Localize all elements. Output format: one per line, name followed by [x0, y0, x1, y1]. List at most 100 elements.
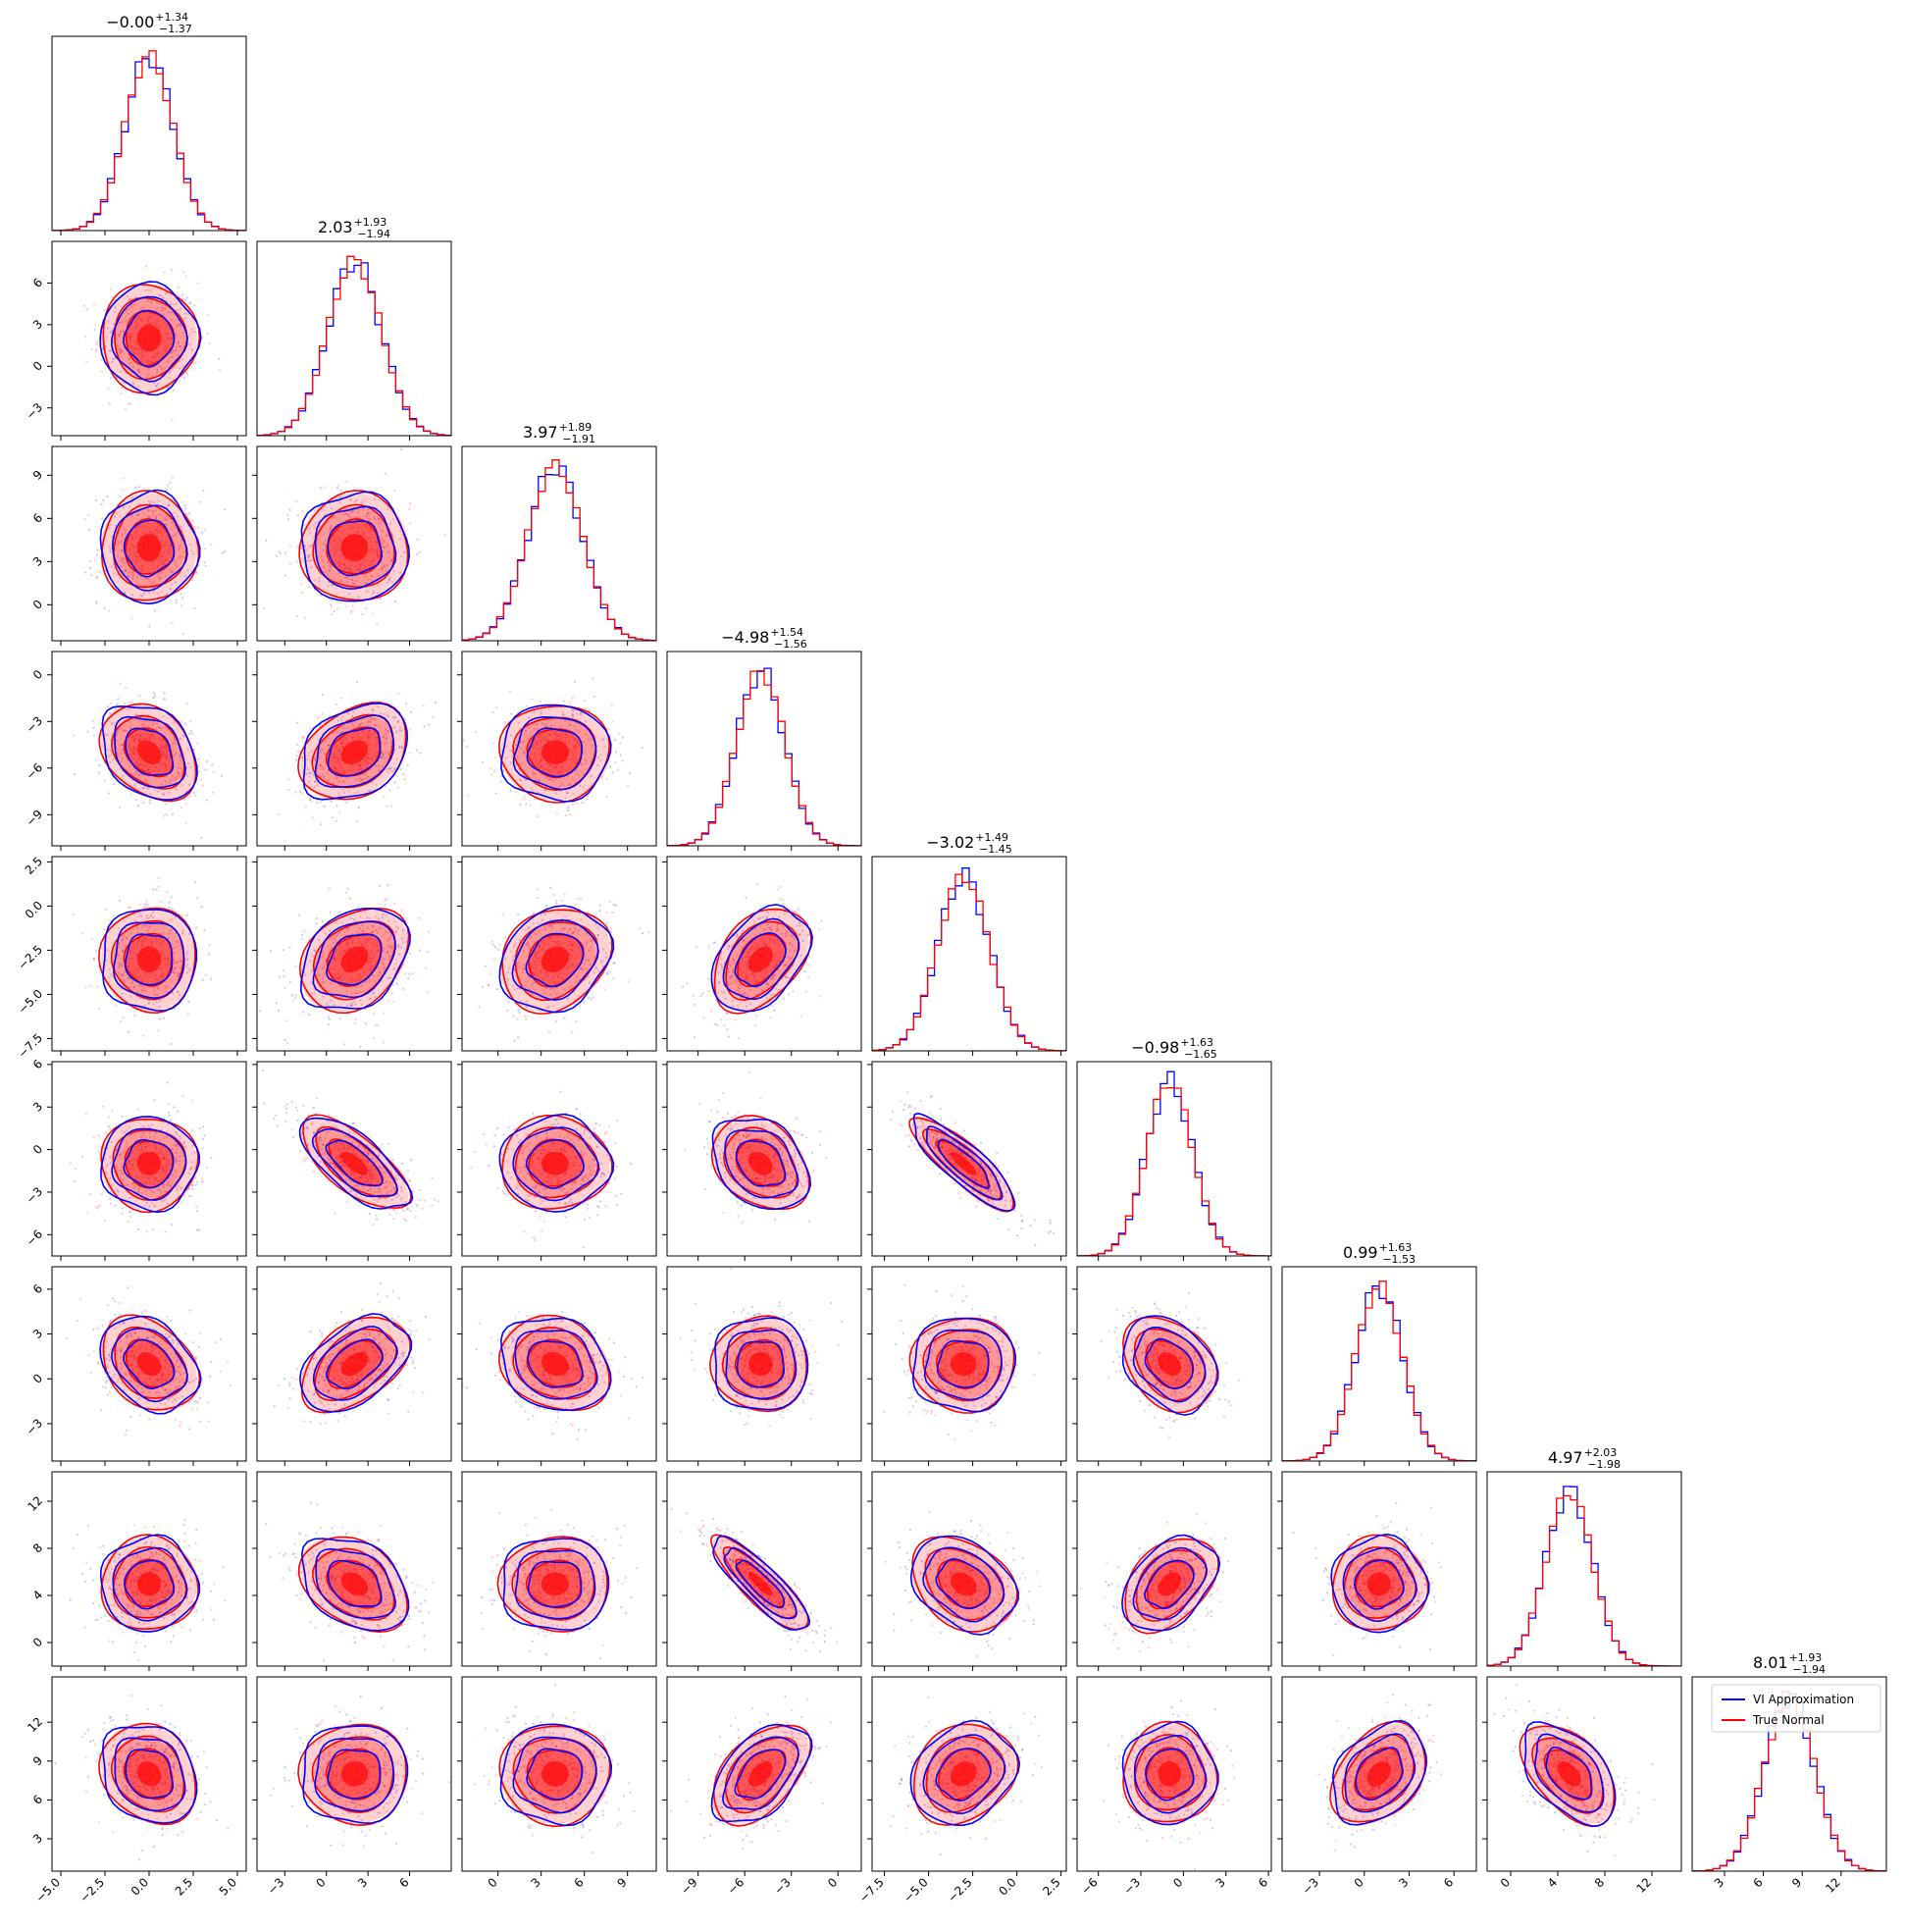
- y-tick-label: 3: [30, 554, 45, 569]
- panel-content: [259, 884, 430, 1048]
- sample-point: [89, 560, 92, 563]
- sample-point: [554, 778, 557, 781]
- sample-point: [147, 975, 151, 978]
- sample-point: [398, 538, 402, 541]
- sample-point: [368, 729, 371, 732]
- sample-point: [161, 515, 164, 518]
- sample-point: [132, 746, 135, 749]
- sample-point: [118, 971, 121, 974]
- sample-point: [164, 765, 167, 768]
- sample-point: [168, 548, 171, 550]
- sample-point: [573, 725, 576, 728]
- sample-point: [301, 736, 305, 740]
- sample-point: [102, 499, 105, 502]
- sample-point: [166, 757, 169, 759]
- sample-point: [388, 766, 391, 769]
- sample-point: [399, 767, 402, 770]
- sample-point: [347, 533, 350, 536]
- sample-point: [122, 729, 125, 732]
- sample-point: [393, 726, 396, 729]
- sample-point: [162, 761, 165, 764]
- true-normal-histogram: [872, 873, 1066, 1051]
- sample-point: [370, 961, 373, 964]
- sample-point: [550, 778, 553, 781]
- sample-point: [337, 601, 340, 604]
- sample-point: [170, 355, 174, 358]
- sample-point: [134, 944, 137, 947]
- sample-point: [534, 752, 537, 756]
- sample-point: [123, 562, 126, 565]
- sample-point: [332, 941, 335, 944]
- sample-point: [138, 903, 141, 906]
- sample-point: [172, 992, 175, 995]
- sample-point: [370, 548, 373, 550]
- sample-point: [107, 1124, 110, 1128]
- sample-point: [386, 951, 388, 954]
- sample-point: [155, 309, 158, 313]
- sample-point: [166, 518, 169, 521]
- sample-point: [727, 1035, 730, 1038]
- sample-point: [385, 737, 387, 740]
- sample-point: [305, 772, 308, 775]
- sample-point: [152, 580, 156, 583]
- sample-point: [325, 545, 328, 548]
- sample-point: [156, 986, 159, 989]
- sample-point: [334, 550, 336, 553]
- sample-point: [203, 528, 206, 531]
- sample-point: [161, 534, 164, 538]
- sample-point: [164, 746, 167, 749]
- sample-point: [159, 531, 162, 534]
- sample-point: [161, 952, 164, 955]
- sample-point: [381, 566, 384, 569]
- sample-point: [122, 477, 125, 480]
- sample-point: [158, 293, 161, 296]
- sample-point: [119, 333, 122, 336]
- sample-point: [102, 348, 105, 351]
- sample-point: [157, 596, 161, 599]
- sample-point: [133, 919, 136, 922]
- sample-point: [132, 948, 135, 951]
- sample-point: [567, 742, 570, 745]
- panel-4-4: −3.02+1.49 −1.45: [871, 831, 1067, 1056]
- sample-point: [148, 802, 151, 805]
- sample-point: [287, 778, 290, 781]
- sample-point: [494, 792, 497, 795]
- sample-point: [338, 931, 341, 934]
- sample-point: [140, 350, 143, 353]
- sample-point: [186, 914, 189, 916]
- sample-point: [129, 764, 131, 768]
- sample-point: [295, 560, 298, 563]
- sample-point: [340, 731, 343, 734]
- sample-point: [587, 959, 590, 962]
- sample-point: [493, 757, 496, 759]
- sample-point: [142, 285, 145, 287]
- sample-point: [178, 546, 180, 548]
- sample-point: [568, 750, 571, 753]
- sample-point: [513, 988, 516, 991]
- panel-content: [83, 476, 227, 635]
- sample-point: [574, 926, 577, 929]
- sample-point: [348, 567, 351, 570]
- sample-point: [114, 306, 117, 309]
- sample-point: [544, 987, 548, 990]
- sample-point: [174, 526, 177, 529]
- sample-point: [152, 888, 155, 891]
- sample-point: [117, 926, 121, 929]
- sample-point: [148, 321, 151, 325]
- title-minus: −1.45: [979, 843, 1012, 856]
- sample-point: [128, 357, 130, 361]
- sample-point: [390, 581, 394, 584]
- sample-point: [509, 690, 512, 694]
- sample-point: [639, 927, 642, 930]
- sample-point: [113, 572, 116, 576]
- sample-point: [587, 975, 590, 978]
- density-fill: [340, 740, 369, 764]
- sample-point: [131, 559, 134, 562]
- sample-point: [144, 989, 147, 992]
- sample-point: [376, 736, 380, 739]
- sample-point: [313, 509, 316, 512]
- sample-point: [199, 778, 202, 781]
- sample-point: [85, 308, 88, 311]
- sample-point: [130, 303, 133, 306]
- sample-point: [283, 1038, 286, 1041]
